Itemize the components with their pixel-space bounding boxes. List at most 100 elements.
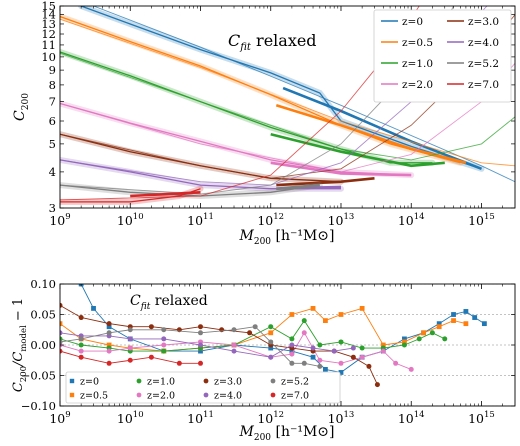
y-axis-label-part: /C	[11, 352, 26, 368]
annotation-text-part: relaxed	[150, 293, 207, 309]
residual-point	[359, 345, 365, 351]
fit-relaxed-line	[276, 183, 320, 190]
residual-point	[317, 363, 323, 369]
model-line	[93, 6, 515, 183]
x-tick-label: 1013	[328, 410, 355, 426]
legend-marker	[69, 392, 75, 398]
residual-point	[252, 324, 258, 330]
x-tick-label-part: 10	[328, 213, 344, 228]
legend-label: z=5.2	[281, 377, 309, 388]
x-axis-label: M200 [h⁻¹M⊙]	[239, 424, 335, 443]
legend-marker	[69, 378, 75, 384]
annotation-text-part: fit	[239, 42, 252, 53]
x-tick-label: 109	[49, 212, 70, 228]
residual-point	[338, 370, 344, 375]
simulation-line	[60, 102, 412, 176]
y-tick-label: 0.05	[30, 308, 56, 322]
simulation-line	[60, 133, 342, 183]
legend-marker	[203, 392, 209, 398]
residual-point	[366, 363, 372, 369]
residual-point	[338, 360, 344, 366]
simulation-line	[60, 15, 461, 164]
residual-point	[60, 348, 63, 354]
x-tick-label-part: 14	[414, 212, 425, 222]
residual-point	[289, 336, 295, 342]
residual-point	[127, 357, 133, 363]
x-tick-label-part: 12	[273, 212, 284, 222]
legend-label: z=0	[80, 377, 99, 388]
residual-line	[60, 331, 412, 370]
x-tick-label-part: 11	[203, 212, 214, 222]
residual-point	[402, 339, 407, 345]
residual-point	[289, 348, 295, 354]
residual-point	[127, 336, 133, 342]
residual-point	[350, 345, 356, 351]
legend-label: z=2.0	[402, 79, 433, 91]
y-tick-label: 9	[49, 63, 56, 77]
x-tick-label-part: 9	[65, 212, 70, 222]
legend-marker	[203, 378, 209, 384]
y-tick-label: 15	[41, 0, 56, 13]
y-axis-label: C200	[12, 93, 31, 121]
legend-label: z=0.5	[80, 391, 108, 402]
residual-point	[402, 336, 407, 342]
y-tick-label: 14	[41, 8, 56, 22]
x-axis-label-part: 200	[254, 433, 271, 443]
residual-point	[161, 327, 167, 333]
x-axis-label-part: 200	[254, 237, 271, 247]
x-tick-label-part: 10	[468, 411, 484, 426]
legend-label: z=2.0	[147, 391, 175, 402]
residual-point	[268, 339, 274, 345]
x-tick-label: 1015	[468, 212, 495, 228]
legend: z=0 z=0.5 z=1.0 z=2.0 z=3.0 z=4.0 z=5.2 z=7.0	[65, 371, 341, 404]
residual-point	[268, 324, 274, 330]
x-tick-label-part: 10	[257, 411, 273, 426]
residual-point	[91, 306, 96, 311]
residual-point	[161, 348, 167, 354]
fit-relaxed-line	[275, 104, 467, 165]
residual-point	[268, 354, 274, 360]
fit-relaxed-line	[270, 161, 412, 177]
residual-point	[331, 348, 337, 354]
x-tick-label-part: 10	[133, 212, 144, 222]
x-tick-label-part: 10	[49, 213, 65, 228]
x-tick-label: 1013	[328, 212, 355, 228]
residual-point	[78, 336, 84, 342]
x-tick-label-part: 10	[187, 213, 203, 228]
x-tick-label-part: 10	[117, 411, 133, 426]
x-tick-label-part: 13	[344, 410, 355, 420]
residual-point	[374, 382, 380, 388]
x-tick-label-part: 11	[203, 410, 214, 420]
fit-relaxed-line	[282, 86, 482, 171]
legend-box	[373, 9, 512, 103]
residual-point	[359, 354, 365, 360]
residual-point	[289, 312, 295, 317]
annotation-text: Cfit relaxed	[228, 31, 317, 53]
residual-line	[60, 332, 354, 358]
legend-label: z=7.0	[468, 79, 499, 91]
legend-label: z=0	[402, 16, 423, 28]
legend-label: z=3.0	[468, 16, 499, 28]
residual-point	[176, 360, 182, 366]
residual-point	[106, 348, 112, 354]
residual-point	[429, 330, 435, 336]
axes-frame	[59, 283, 516, 407]
annotation-text-part: C	[228, 31, 240, 50]
residual-point	[323, 318, 328, 323]
bottom-panel: 109 1010 1011 1012 1013 1014 1015−0.10−0.050.0…	[11, 277, 516, 443]
y-tick-label: 3	[49, 201, 56, 215]
residual-point	[106, 324, 112, 330]
x-tick-label-part: 12	[273, 410, 284, 420]
plot-area	[60, 284, 515, 406]
x-tick-label-part: 10	[468, 213, 484, 228]
residual-point	[472, 315, 478, 320]
residual-point	[338, 339, 344, 345]
x-tick-label-part: 14	[414, 410, 425, 420]
y-tick-label: 0.10	[30, 277, 56, 291]
legend-label: z=7.0	[281, 391, 309, 402]
residual-point	[289, 360, 295, 366]
residual-point	[127, 327, 133, 333]
x-tick-label: 1010	[117, 410, 144, 426]
residual-point	[78, 348, 84, 354]
residual-point	[463, 309, 469, 314]
